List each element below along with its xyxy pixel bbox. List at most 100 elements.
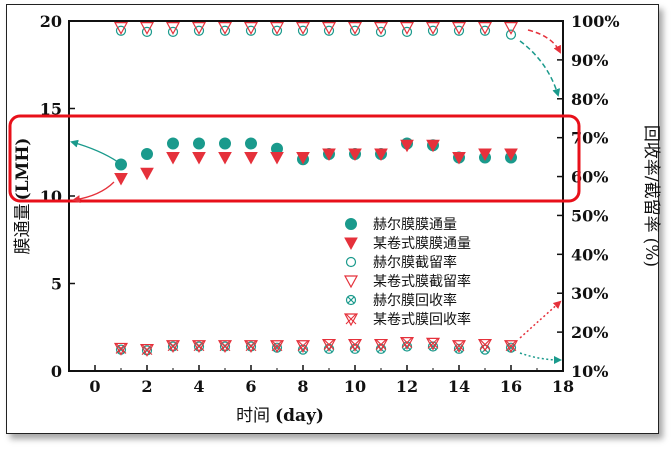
recovery-teal-arrow [519, 352, 562, 364]
marker-shape [478, 148, 492, 162]
marker-cross [401, 337, 413, 348]
data-point [270, 152, 284, 165]
marker-shape [451, 22, 467, 35]
legend-marker [343, 275, 359, 289]
data-point [374, 148, 388, 162]
y-right-tick-label: 20% [571, 323, 608, 342]
marker-shape [245, 137, 257, 150]
data-point [115, 158, 127, 171]
data-point [452, 152, 466, 165]
x-tick-label: 6 [245, 377, 256, 396]
data-point [321, 22, 337, 35]
marker-shape [343, 275, 359, 289]
data-point [139, 344, 155, 357]
marker-shape [399, 337, 415, 350]
marker-shape [217, 340, 233, 353]
marker-cross [245, 340, 257, 352]
y-right-tick-label: 70% [571, 129, 608, 148]
marker-cross [347, 296, 355, 304]
marker-shape [321, 22, 337, 35]
data-point [217, 340, 233, 353]
legend-marker [345, 218, 357, 230]
marker-shape [477, 22, 493, 35]
marker-shape [295, 340, 311, 353]
highlight-box [8, 114, 581, 203]
data-point [243, 340, 259, 353]
marker-shape [296, 152, 310, 165]
data-point [503, 22, 519, 35]
data-point [400, 139, 414, 153]
y-right-tick-label: 90% [571, 51, 608, 70]
marker-cross [273, 344, 281, 352]
x-tick-label: 12 [396, 377, 418, 396]
recovery-red-arrow [519, 300, 562, 339]
data-point [401, 26, 413, 37]
data-point [375, 26, 387, 37]
series-1 [114, 139, 518, 186]
marker-shape [504, 148, 518, 162]
marker-cross [297, 340, 309, 352]
legend-label: 赫尔膜膜通量 [373, 217, 457, 233]
marker-shape [191, 340, 207, 353]
data-point [218, 152, 232, 165]
data-point [139, 22, 155, 35]
marker-shape [217, 22, 233, 35]
data-point [113, 342, 129, 356]
marker-cross [427, 338, 439, 349]
marker-shape [426, 139, 440, 153]
data-point [140, 167, 154, 181]
legend-marker [344, 237, 358, 251]
legend-label: 某卷式膜膜通量 [373, 236, 471, 252]
y-left-tick-label: 20 [40, 12, 62, 31]
ticks-layer: 0 2 4 6 8 10 12 14 16 18 0 5 10 15 20 10% 20% 30% 40% 50% 60… [40, 12, 620, 396]
legend-marker [343, 313, 359, 327]
data-point [349, 25, 361, 36]
marker-shape [192, 152, 206, 165]
marker-cross [479, 339, 491, 350]
data-point [244, 152, 258, 165]
data-point [399, 337, 415, 350]
data-point [193, 137, 205, 150]
data-point [477, 22, 493, 35]
y-right-tick-label: 100% [571, 12, 620, 31]
y-left-tick-label: 0 [51, 362, 62, 381]
marker-shape [453, 343, 465, 354]
legend-label: 赫尔膜回收率 [373, 292, 457, 309]
data-point [166, 152, 180, 165]
data-point [191, 340, 207, 353]
data-point [451, 340, 467, 353]
legend-marker [345, 256, 357, 268]
marker-cross [505, 340, 517, 352]
marker-cross [193, 340, 205, 352]
marker-shape [167, 137, 179, 150]
data-point [427, 25, 439, 36]
y-right-tick-label: 40% [571, 245, 608, 264]
marker-cross [349, 339, 361, 350]
marker-shape [139, 344, 155, 357]
marker-cross [167, 340, 179, 352]
marker-shape [193, 25, 205, 36]
marker-shape [243, 340, 259, 353]
data-point [425, 22, 441, 35]
marker-cross [453, 340, 465, 352]
marker-shape [345, 256, 357, 268]
data-point [165, 340, 181, 353]
marker-shape [140, 167, 154, 181]
marker-cross [141, 344, 153, 355]
data-point [141, 26, 153, 37]
data-point [167, 137, 179, 150]
x-axis-title: 时间 (day) [236, 406, 324, 426]
marker-shape [349, 25, 361, 36]
marker-shape [113, 22, 129, 35]
marker-shape [297, 25, 309, 36]
data-point [348, 148, 362, 162]
marker-shape [427, 341, 439, 352]
marker-shape [219, 137, 231, 150]
data-point [505, 29, 517, 40]
y-right-tick-label: 10% [571, 362, 608, 381]
data-point [295, 340, 311, 353]
marker-shape [244, 152, 258, 165]
marker-shape [269, 340, 285, 353]
marker-shape [453, 25, 465, 36]
marker-shape [243, 22, 259, 35]
